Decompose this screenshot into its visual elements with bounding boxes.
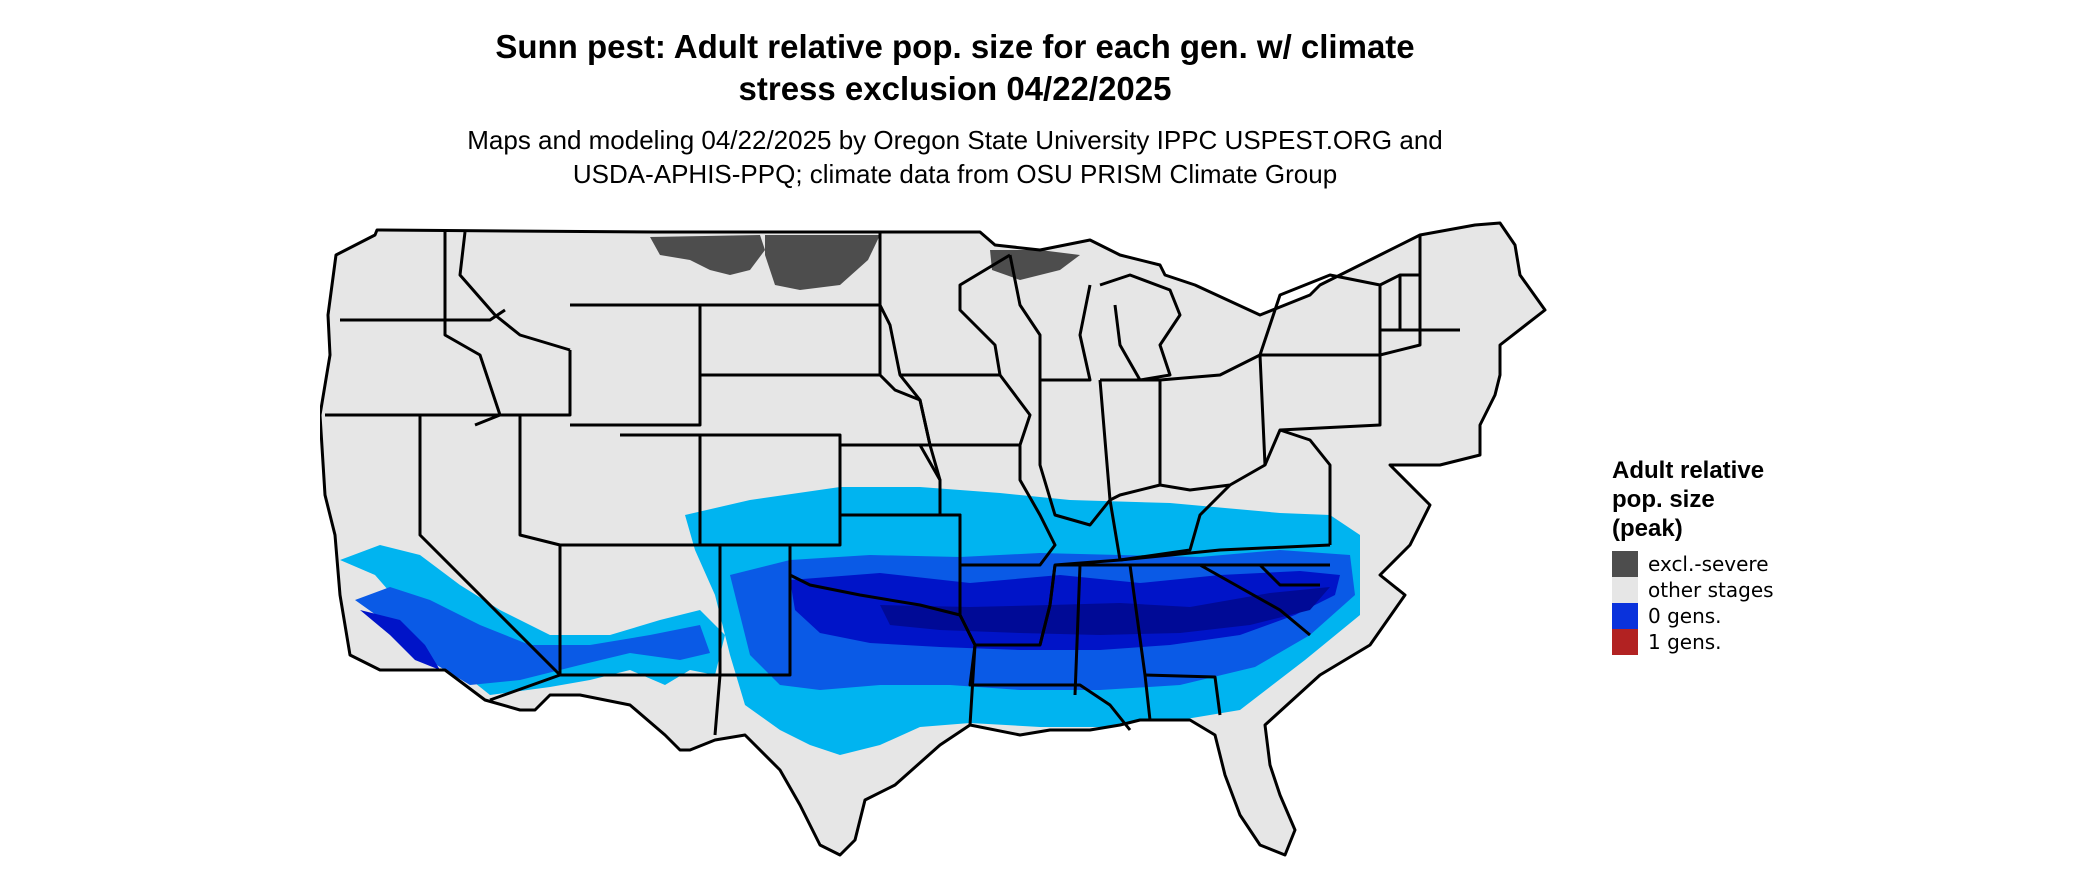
border-ca-nv xyxy=(418,415,562,677)
border-id-mt xyxy=(458,231,571,352)
us-outline xyxy=(320,221,1547,857)
border-ms-al xyxy=(1073,564,1082,696)
border-tx-panhandle xyxy=(720,545,792,677)
legend-swatch xyxy=(1612,603,1638,629)
border-michigan xyxy=(1099,273,1182,382)
border-ia xyxy=(898,374,1032,447)
legend-title-line: (peak) xyxy=(1612,515,1683,542)
border-ga-sc xyxy=(1199,563,1311,637)
map-title-line-2: stress exclusion 04/22/2025 xyxy=(738,70,1172,107)
us-map xyxy=(320,221,1547,857)
border-idaho xyxy=(443,232,522,475)
border-colorado xyxy=(620,433,842,547)
map-legend: Adult relative pop. size (peak) excl.-se… xyxy=(1612,456,1852,655)
excluded-zone-north-dakota xyxy=(765,235,880,290)
map-subtitle: Maps and modeling 04/22/2025 by Oregon S… xyxy=(0,123,1910,191)
border-wa-or xyxy=(340,308,506,322)
border-ky xyxy=(1108,483,1232,562)
border-il xyxy=(1038,379,1112,527)
state-borders xyxy=(320,221,1547,857)
map-subtitle-line-2: USDA-APHIS-PPQ; climate data from OSU PR… xyxy=(572,159,1338,189)
border-mo xyxy=(928,444,1057,567)
mid-blue-zone-southwest xyxy=(355,587,710,685)
border-nc-sc xyxy=(1200,563,1320,587)
border-wyoming-west xyxy=(520,350,572,417)
border-ny xyxy=(1258,273,1382,356)
legend-swatch xyxy=(1612,577,1638,603)
border-ga-fl xyxy=(1144,673,1222,716)
map-title: Sunn pest: Adult relative pop. size for … xyxy=(0,26,1910,110)
legend-label: 1 gens. xyxy=(1648,630,1722,654)
legend-title: Adult relative pop. size (peak) xyxy=(1612,456,1852,543)
light-blue-zone-southwest xyxy=(340,545,725,695)
darkest-blue-zone-core xyxy=(880,587,1330,635)
border-wyoming xyxy=(570,303,702,427)
legend-label: 0 gens. xyxy=(1648,604,1722,628)
border-la-ms xyxy=(968,644,1132,731)
border-pa xyxy=(1260,353,1382,432)
legend-swatch xyxy=(1612,629,1638,655)
excluded-zone-montana xyxy=(650,235,765,275)
legend-item: other stages xyxy=(1612,577,1852,603)
legend-label: excl.-severe xyxy=(1648,552,1769,576)
legend-item: 1 gens. xyxy=(1612,629,1852,655)
legend-swatch xyxy=(1612,551,1638,577)
legend-items: excl.-severe other stages 0 gens. 1 gens. xyxy=(1612,551,1852,655)
map-title-line-1: Sunn pest: Adult relative pop. size for … xyxy=(495,28,1415,65)
legend-item: excl.-severe xyxy=(1612,551,1852,577)
dark-blue-zone-california xyxy=(360,610,440,670)
legend-label: other stages xyxy=(1648,578,1774,602)
border-wv-va xyxy=(1263,428,1332,545)
border-tn-north xyxy=(1038,543,1331,646)
legend-title-line: Adult relative xyxy=(1612,457,1765,484)
legend-item: 0 gens. xyxy=(1612,603,1852,629)
map-subtitle-line-1: Maps and modeling 04/22/2025 by Oregon S… xyxy=(467,125,1443,155)
legend-title-line: pop. size xyxy=(1612,486,1715,513)
